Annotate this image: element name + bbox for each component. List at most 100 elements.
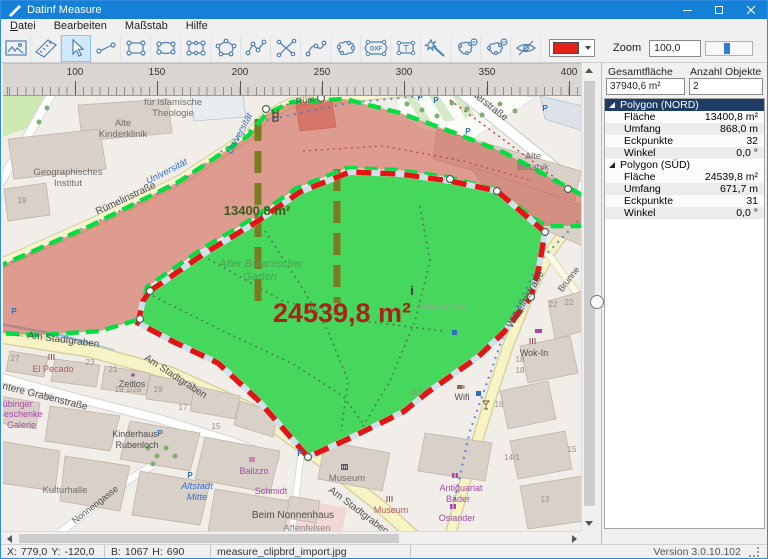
measure-lines[interactable] [254,119,341,306]
scroll-down-icon[interactable] [585,521,593,526]
scale-ruler-tool-button[interactable] [31,34,61,62]
list-row: Fläche 13400,8 m² [605,111,764,123]
book-icon [450,504,456,509]
map-viewport[interactable]: für islamische Theologie Alte Kinderklin… [3,96,581,531]
freeform-nodes-icon [336,40,355,56]
hide-overlays-tool-button[interactable] [511,34,541,62]
polygon-south-header[interactable]: Polygon (SÜD) [605,159,764,171]
freeform-tool-button[interactable] [331,34,361,62]
svg-text:Geographisches: Geographisches [33,167,102,178]
scroll-up-icon[interactable] [585,68,593,73]
svg-text:19 1/2a: 19 1/2a [115,385,142,394]
maximize-button[interactable] [703,1,735,19]
svg-text:El Pecado: El Pecado [32,364,73,374]
vertical-scrollbar-thumb[interactable] [584,81,595,506]
svg-text:Balizzo: Balizzo [239,466,268,476]
ruler-label: 350 [478,67,496,78]
color-picker[interactable] [549,39,595,57]
image-tool-button[interactable] [1,34,31,62]
horizontal-scrollbar-thumb[interactable] [19,534,399,543]
row-label: Fläche [624,171,656,183]
path-tool-button[interactable] [301,34,331,62]
menu-bearbeiten[interactable]: Bearbeiten [53,20,107,32]
svg-text:13: 13 [541,495,550,504]
status-bar: X: 779,0 Y: -120,0 B: 1067 H: 690 measure_cl… [1,544,767,558]
row-label: Eckpunkte [624,195,674,207]
svg-text:60: 60 [44,393,53,402]
svg-text:Botanik: Botanik [517,162,549,173]
subtract-polygon-tool-2-button[interactable] [481,34,511,62]
ruler-icon [34,39,57,58]
map-canvas[interactable]: für islamische Theologie Alte Kinderklin… [3,96,581,531]
south-area-label: 24539,8 m² [273,298,411,328]
select-tool-button[interactable] [61,34,91,62]
angle-tool-button[interactable] [271,34,301,62]
svg-text:P: P [433,96,439,105]
svg-text:Theologie: Theologie [152,108,194,119]
svg-text:Kinderklinik: Kinderklinik [99,129,148,140]
map-poi-icons [48,109,542,509]
vertical-scrollbar[interactable] [581,63,596,531]
svg-text:Affenfelsen: Affenfelsen [283,523,330,531]
scroll-right-icon[interactable] [572,535,577,543]
expander-icon [609,102,615,108]
text-box-icon: T [396,40,415,56]
rounded-rect-tool-button[interactable] [181,34,211,62]
map-house-numbers: 19 27 23 21 19 1/2a 19 17 15 60 22 22 18… [11,196,577,504]
svg-text:Schmidt: Schmidt [255,486,288,496]
polygon-north[interactable] [3,99,581,335]
polyline-tool-button[interactable] [241,34,271,62]
shop-icon [249,457,255,462]
ruler-label: 250 [313,67,331,78]
close-button[interactable] [735,1,767,19]
horizontal-scrollbar[interactable] [3,531,581,544]
map-trees [36,100,518,467]
splitter-handle[interactable] [590,295,604,309]
minimize-button[interactable] [671,1,703,19]
svg-text:Wifi: Wifi [455,392,470,402]
svg-text:Antiquariat: Antiquariat [439,483,483,493]
zoom-slider-thumb[interactable] [724,42,731,54]
polygon-south-outline [134,169,548,461]
bus-stop-icon [452,330,457,335]
scroll-left-icon[interactable] [7,535,12,543]
svg-text:P: P [465,127,471,136]
svg-text:18: 18 [516,366,525,375]
text-tool-button[interactable]: T [391,34,421,62]
magic-wand-tool-button[interactable] [421,34,451,62]
vertex-handles[interactable] [135,96,573,462]
ellipse-nodes-icon [155,41,176,55]
menu-datei[interactable]: Datei [10,20,36,32]
resize-grip-icon[interactable] [749,547,759,557]
dxf-icon: DXF [363,39,388,57]
menu-hilfe[interactable]: Hilfe [185,20,208,32]
polygon-south[interactable] [138,172,545,457]
object-count-field[interactable]: 2 [689,78,763,95]
ellipse-tool-button[interactable] [151,34,181,62]
svg-text:Alte: Alte [525,151,541,162]
row-label: Umfang [624,123,661,135]
rectangle-tool-button[interactable] [121,34,151,62]
svg-text:Altstadt: Altstadt [180,481,213,492]
menu-massstab[interactable]: Maßstab [124,20,168,32]
svg-text:Alte: Alte [115,118,131,129]
total-area-field[interactable]: 37940,6 m² [606,78,685,95]
list-row: Eckpunkte 31 [605,195,764,207]
museum-icon [341,464,348,470]
svg-text:Wok-In: Wok-In [520,348,548,358]
polygon-tool-button[interactable] [211,34,241,62]
zoom-slider[interactable] [705,40,754,56]
dxf-tool-button[interactable]: DXF [361,34,391,62]
poi-dot-icon [131,373,135,377]
ladder-icon [272,109,279,122]
polygon-north-header[interactable]: Polygon (NORD) [605,99,764,111]
svg-text:16: 16 [495,400,504,409]
list-row: Winkel 0,0 ° [605,147,764,159]
zoom-input[interactable]: 100,0 [649,39,702,57]
cursor-coordinates: X: 779,0 Y: -120,0 [1,544,105,558]
line-measure-tool-button[interactable] [91,34,121,62]
fork-knife-icon [386,496,393,502]
subtract-polygon-tool-button[interactable] [451,34,481,62]
title-bar: Datinf Measure [1,1,767,19]
ruler-label: 100 [66,67,84,78]
